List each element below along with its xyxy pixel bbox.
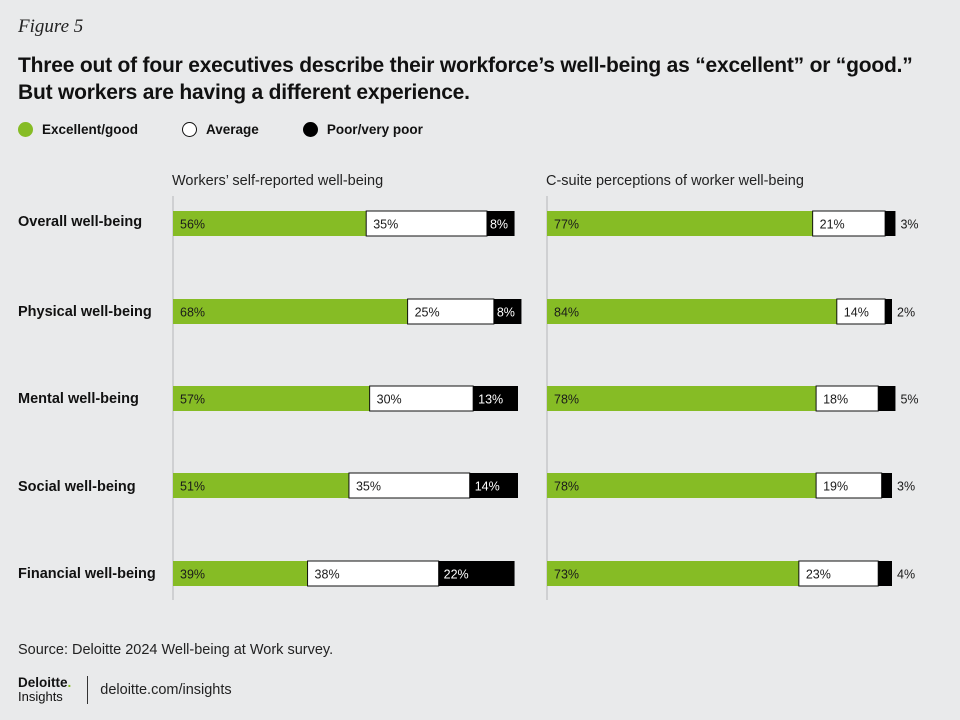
bar-csuite-physical-average [836, 298, 886, 325]
bar-csuite-financial-average [798, 560, 879, 587]
data-label-csuite-social-average: 19% [823, 480, 848, 494]
data-label-csuite-overall-excellent: 77% [554, 218, 579, 232]
footer-url: deloitte.com/insights [100, 682, 232, 698]
bar-workers-physical-poor [493, 299, 522, 324]
data-label-workers-mental-poor: 13% [478, 393, 503, 407]
data-label-workers-financial-excellent: 39% [180, 568, 205, 582]
legend-label-average: Average [206, 122, 259, 137]
bar-csuite-physical-excellent [547, 299, 837, 324]
panel-title-workers: Workers’ self-reported well-being [172, 173, 384, 189]
bar-workers-social-poor [469, 473, 518, 498]
deloitte-insights-logo: Deloitte. Insights [18, 676, 71, 704]
data-label-workers-financial-average: 38% [315, 568, 340, 582]
logo-wordmark: Deloitte. [18, 675, 72, 690]
chart-title: Three out of four executives describe th… [18, 52, 938, 106]
legend-item-poor: Poor/very poor [302, 122, 423, 137]
row-label-mental: Mental well-being [18, 391, 139, 407]
row-label-overall: Overall well-being [18, 214, 143, 230]
data-label-csuite-financial-average: 23% [806, 568, 831, 582]
bar-csuite-social-average [815, 472, 883, 499]
data-label-csuite-physical-excellent: 84% [554, 306, 579, 320]
bar-workers-mental-poor [473, 386, 518, 411]
bar-workers-financial-excellent [173, 561, 308, 586]
data-label-csuite-mental-excellent: 78% [554, 393, 579, 407]
data-label-workers-physical-excellent: 68% [180, 306, 205, 320]
bar-workers-physical-excellent [173, 299, 408, 324]
data-label-csuite-social-poor: 3% [897, 480, 915, 494]
data-label-workers-social-average: 35% [356, 480, 381, 494]
data-label-workers-overall-average: 35% [373, 218, 398, 232]
legend-label-excellent-good: Excellent/good [42, 122, 139, 137]
bar-workers-overall-excellent [173, 211, 367, 236]
bar-workers-financial-poor [438, 561, 515, 586]
legend-swatch-black-icon [302, 122, 318, 137]
logo-name: Deloitte [18, 675, 68, 690]
row-label-social: Social well-being [18, 479, 136, 495]
data-label-csuite-financial-excellent: 73% [554, 568, 579, 582]
row-label-financial: Financial well-being [18, 566, 156, 582]
data-label-workers-overall-poor: 8% [490, 218, 508, 232]
data-label-workers-social-excellent: 51% [180, 480, 205, 494]
bar-csuite-social-poor [881, 473, 892, 498]
bar-csuite-overall-average [812, 210, 886, 237]
bar-workers-social-average [348, 472, 471, 499]
bar-csuite-overall-poor [885, 211, 896, 236]
data-label-csuite-overall-average: 21% [820, 218, 845, 232]
bar-csuite-mental-poor [878, 386, 896, 411]
bar-workers-financial-average [307, 560, 440, 587]
data-label-workers-mental-excellent: 57% [180, 393, 205, 407]
bar-workers-overall-poor [486, 211, 515, 236]
bar-workers-social-excellent [173, 473, 349, 498]
data-label-workers-physical-average: 25% [415, 306, 440, 320]
data-label-workers-mental-average: 30% [377, 393, 402, 407]
legend-item-excellent-good: Excellent/good [18, 122, 138, 137]
bar-csuite-financial-poor [878, 561, 892, 586]
legend-swatch-white-icon [182, 122, 198, 137]
bar-workers-physical-average [407, 298, 495, 325]
bar-workers-mental-average [369, 385, 474, 412]
data-label-workers-physical-poor: 8% [497, 306, 515, 320]
data-label-csuite-social-excellent: 78% [554, 480, 579, 494]
footer-divider [87, 676, 89, 704]
bar-workers-mental-excellent [173, 386, 370, 411]
data-label-csuite-overall-poor: 3% [900, 218, 918, 232]
bar-csuite-mental-average [815, 385, 879, 412]
bar-csuite-social-excellent [547, 473, 817, 498]
bar-csuite-physical-poor [885, 299, 892, 324]
logo-sub: Insights [18, 689, 63, 704]
bar-csuite-mental-excellent [547, 386, 817, 411]
chart-title-line-2: But workers are having a different exper… [18, 81, 470, 104]
source-note: Source: Deloitte 2024 Well-being at Work… [18, 642, 334, 658]
data-label-csuite-mental-average: 18% [823, 393, 848, 407]
data-label-workers-overall-excellent: 56% [180, 218, 205, 232]
data-label-csuite-physical-poor: 2% [897, 306, 915, 320]
legend-item-average: Average [182, 122, 259, 137]
row-label-physical: Physical well-being [18, 304, 152, 320]
data-label-workers-social-poor: 14% [475, 480, 500, 494]
legend: Excellent/good Average Poor/very poor [18, 122, 467, 137]
footer: Deloitte. Insights deloitte.com/insights [18, 676, 232, 704]
chart-title-line-1: Three out of four executives describe th… [18, 54, 913, 77]
data-label-csuite-mental-poor: 5% [900, 393, 918, 407]
bar-csuite-financial-excellent [547, 561, 799, 586]
panel-title-csuite: C-suite perceptions of worker well-being [546, 173, 804, 189]
bar-csuite-overall-excellent [547, 211, 813, 236]
data-label-workers-financial-poor: 22% [444, 568, 469, 582]
data-label-csuite-physical-average: 14% [844, 306, 869, 320]
figure-label: Figure 5 [18, 16, 84, 37]
legend-label-poor: Poor/very poor [326, 122, 423, 137]
legend-swatch-green-icon [18, 122, 33, 137]
data-label-csuite-financial-poor: 4% [897, 568, 915, 582]
